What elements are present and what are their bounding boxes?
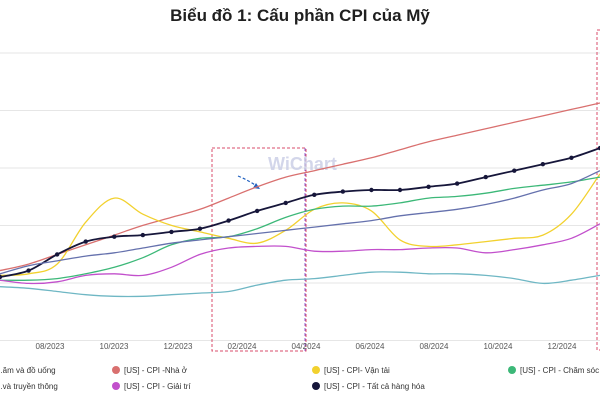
- x-tick-label: 02/2024: [228, 342, 257, 351]
- data-point: [0, 274, 3, 280]
- legend-item-recreation[interactable]: [US] - CPI - Giải trí: [112, 382, 191, 391]
- legend-dot: [312, 382, 320, 390]
- legend-label: [US] - CPI - Giải trí: [124, 382, 191, 391]
- series-line-6: [0, 271, 600, 298]
- data-point: [83, 239, 88, 244]
- data-point: [26, 268, 31, 273]
- highlight-box: [211, 147, 307, 352]
- data-point: [540, 162, 546, 167]
- series-line-2: [0, 176, 600, 281]
- legend-dot: [312, 366, 320, 374]
- legend-item-food[interactable]: ...ăm và đồ uống: [0, 366, 56, 375]
- data-point: [483, 174, 488, 180]
- x-tick-label: 08/2024: [420, 342, 449, 351]
- data-point: [512, 168, 517, 173]
- series-line-0: [0, 102, 600, 272]
- legend-label: [US] - CPI -Nhà ở: [124, 366, 188, 375]
- legend-dot: [112, 382, 120, 390]
- legend-label: ...và truyền thông: [0, 382, 58, 391]
- x-tick-label: 10/2024: [484, 342, 513, 351]
- data-point: [169, 229, 174, 235]
- series-line-1: [0, 173, 600, 277]
- data-point: [426, 184, 431, 189]
- data-point: [226, 218, 231, 223]
- series-line-3: [0, 147, 600, 278]
- legend-label: ...ăm và đồ uống: [0, 366, 56, 375]
- x-tick-label: 10/2023: [100, 342, 129, 351]
- data-point: [369, 187, 374, 193]
- data-point: [569, 155, 574, 160]
- data-point: [112, 234, 117, 239]
- legend-label: [US] - CPI- Vận tải: [324, 366, 390, 375]
- line-chart: WiChart 08/2023 10/2023 12/2023 02/2024 04/20…: [0, 29, 600, 352]
- legend: ...ăm và đồ uống [US] - CPI -Nhà ở [US] …: [0, 360, 600, 400]
- x-tick-label: 12/2024: [548, 342, 577, 351]
- data-point: [54, 252, 60, 257]
- x-tick-label: 06/2024: [356, 342, 385, 351]
- data-point: [397, 187, 403, 193]
- data-point: [597, 145, 600, 151]
- series-line-4: [0, 223, 600, 285]
- data-point: [454, 181, 460, 186]
- x-tick-label: 12/2023: [164, 342, 193, 351]
- legend-label: [US] - CPI - Chăm sóc y: [520, 366, 600, 375]
- x-tick-label: 04/2024: [292, 342, 321, 351]
- highlight-box-right: [596, 29, 600, 351]
- watermark: WiChart: [268, 154, 337, 174]
- legend-item-all-items[interactable]: [US] - CPI - Tất cả hàng hóa: [312, 382, 425, 391]
- data-point: [283, 200, 288, 206]
- legend-item-housing[interactable]: [US] - CPI -Nhà ở: [112, 366, 187, 375]
- data-point: [197, 226, 203, 231]
- data-point: [254, 208, 260, 214]
- legend-item-education[interactable]: ...và truyền thông: [0, 382, 58, 391]
- legend-item-transport[interactable]: [US] - CPI- Vận tải: [312, 366, 390, 375]
- x-tick-label: 08/2023: [36, 342, 65, 351]
- data-point: [340, 189, 346, 194]
- chart-title: Biểu đồ 1: Cấu phần CPI của Mỹ: [170, 6, 430, 25]
- legend-label: [US] - CPI - Tất cả hàng hóa: [324, 382, 425, 391]
- data-point: [140, 232, 146, 238]
- legend-dot: [508, 366, 516, 374]
- legend-item-medical[interactable]: [US] - CPI - Chăm sóc y: [508, 366, 600, 375]
- data-point: [312, 192, 317, 198]
- series-line-5: [0, 170, 600, 275]
- legend-dot: [112, 366, 120, 374]
